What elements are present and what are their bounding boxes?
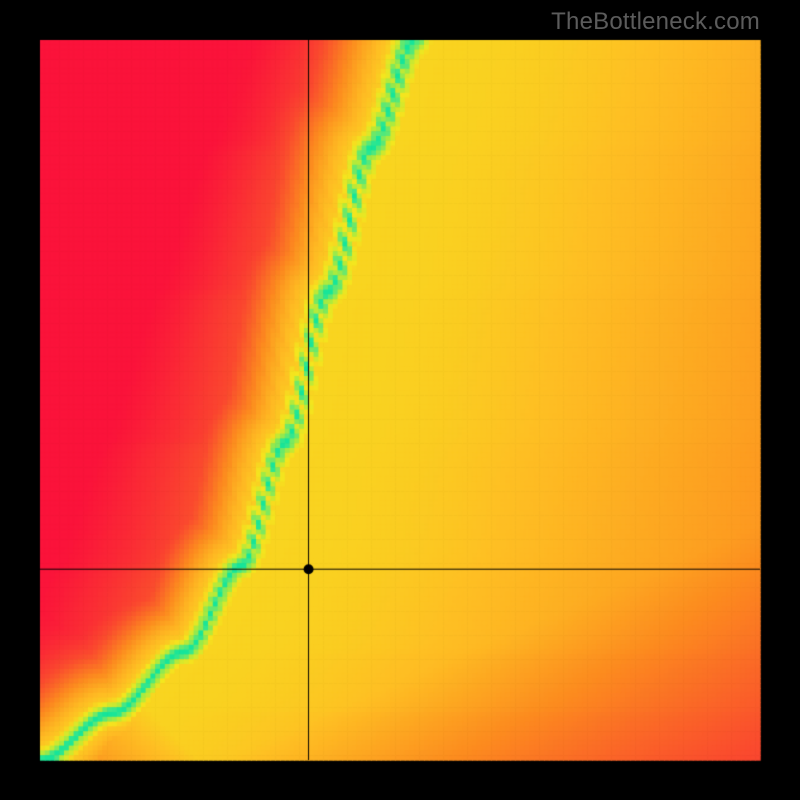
watermark-text: TheBottleneck.com bbox=[551, 8, 760, 36]
bottleneck-heatmap-canvas bbox=[0, 0, 800, 800]
chart-container: TheBottleneck.com bbox=[0, 0, 800, 800]
